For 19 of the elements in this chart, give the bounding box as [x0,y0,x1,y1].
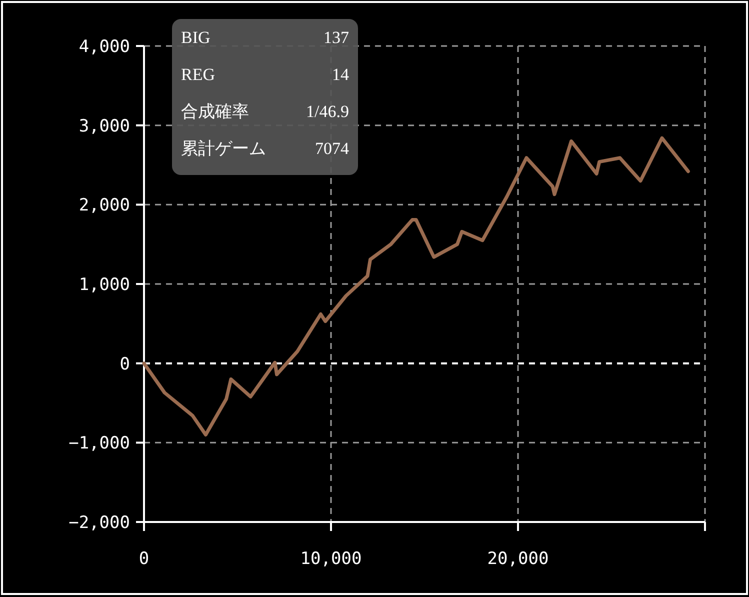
annotation: 137 [324,28,350,47]
annotation: BIG [181,28,210,47]
annotation: REG [181,65,215,84]
x-tick-label: 20,000 [487,549,549,569]
y-tick-label: 3,000 [78,116,130,136]
y-tick-label: 1,000 [78,274,130,295]
y-tick-label: −1,000 [68,434,130,454]
y-tick-label: 0 [120,354,130,374]
x-tick-label: 0 [138,549,150,569]
annotation: 7074 [315,139,350,158]
annotation: 14 [332,65,350,84]
annotation: 合成確率 [181,102,249,121]
x-tick-label: 10,000 [300,549,362,569]
y-tick-label: 4,000 [78,36,130,57]
annotation: 累計ゲーム [181,139,266,158]
y-tick-label: −2,000 [68,512,130,533]
y-tick-label: 2,000 [78,196,130,216]
line-series [142,136,690,436]
annotation: 1/46.9 [306,102,349,121]
